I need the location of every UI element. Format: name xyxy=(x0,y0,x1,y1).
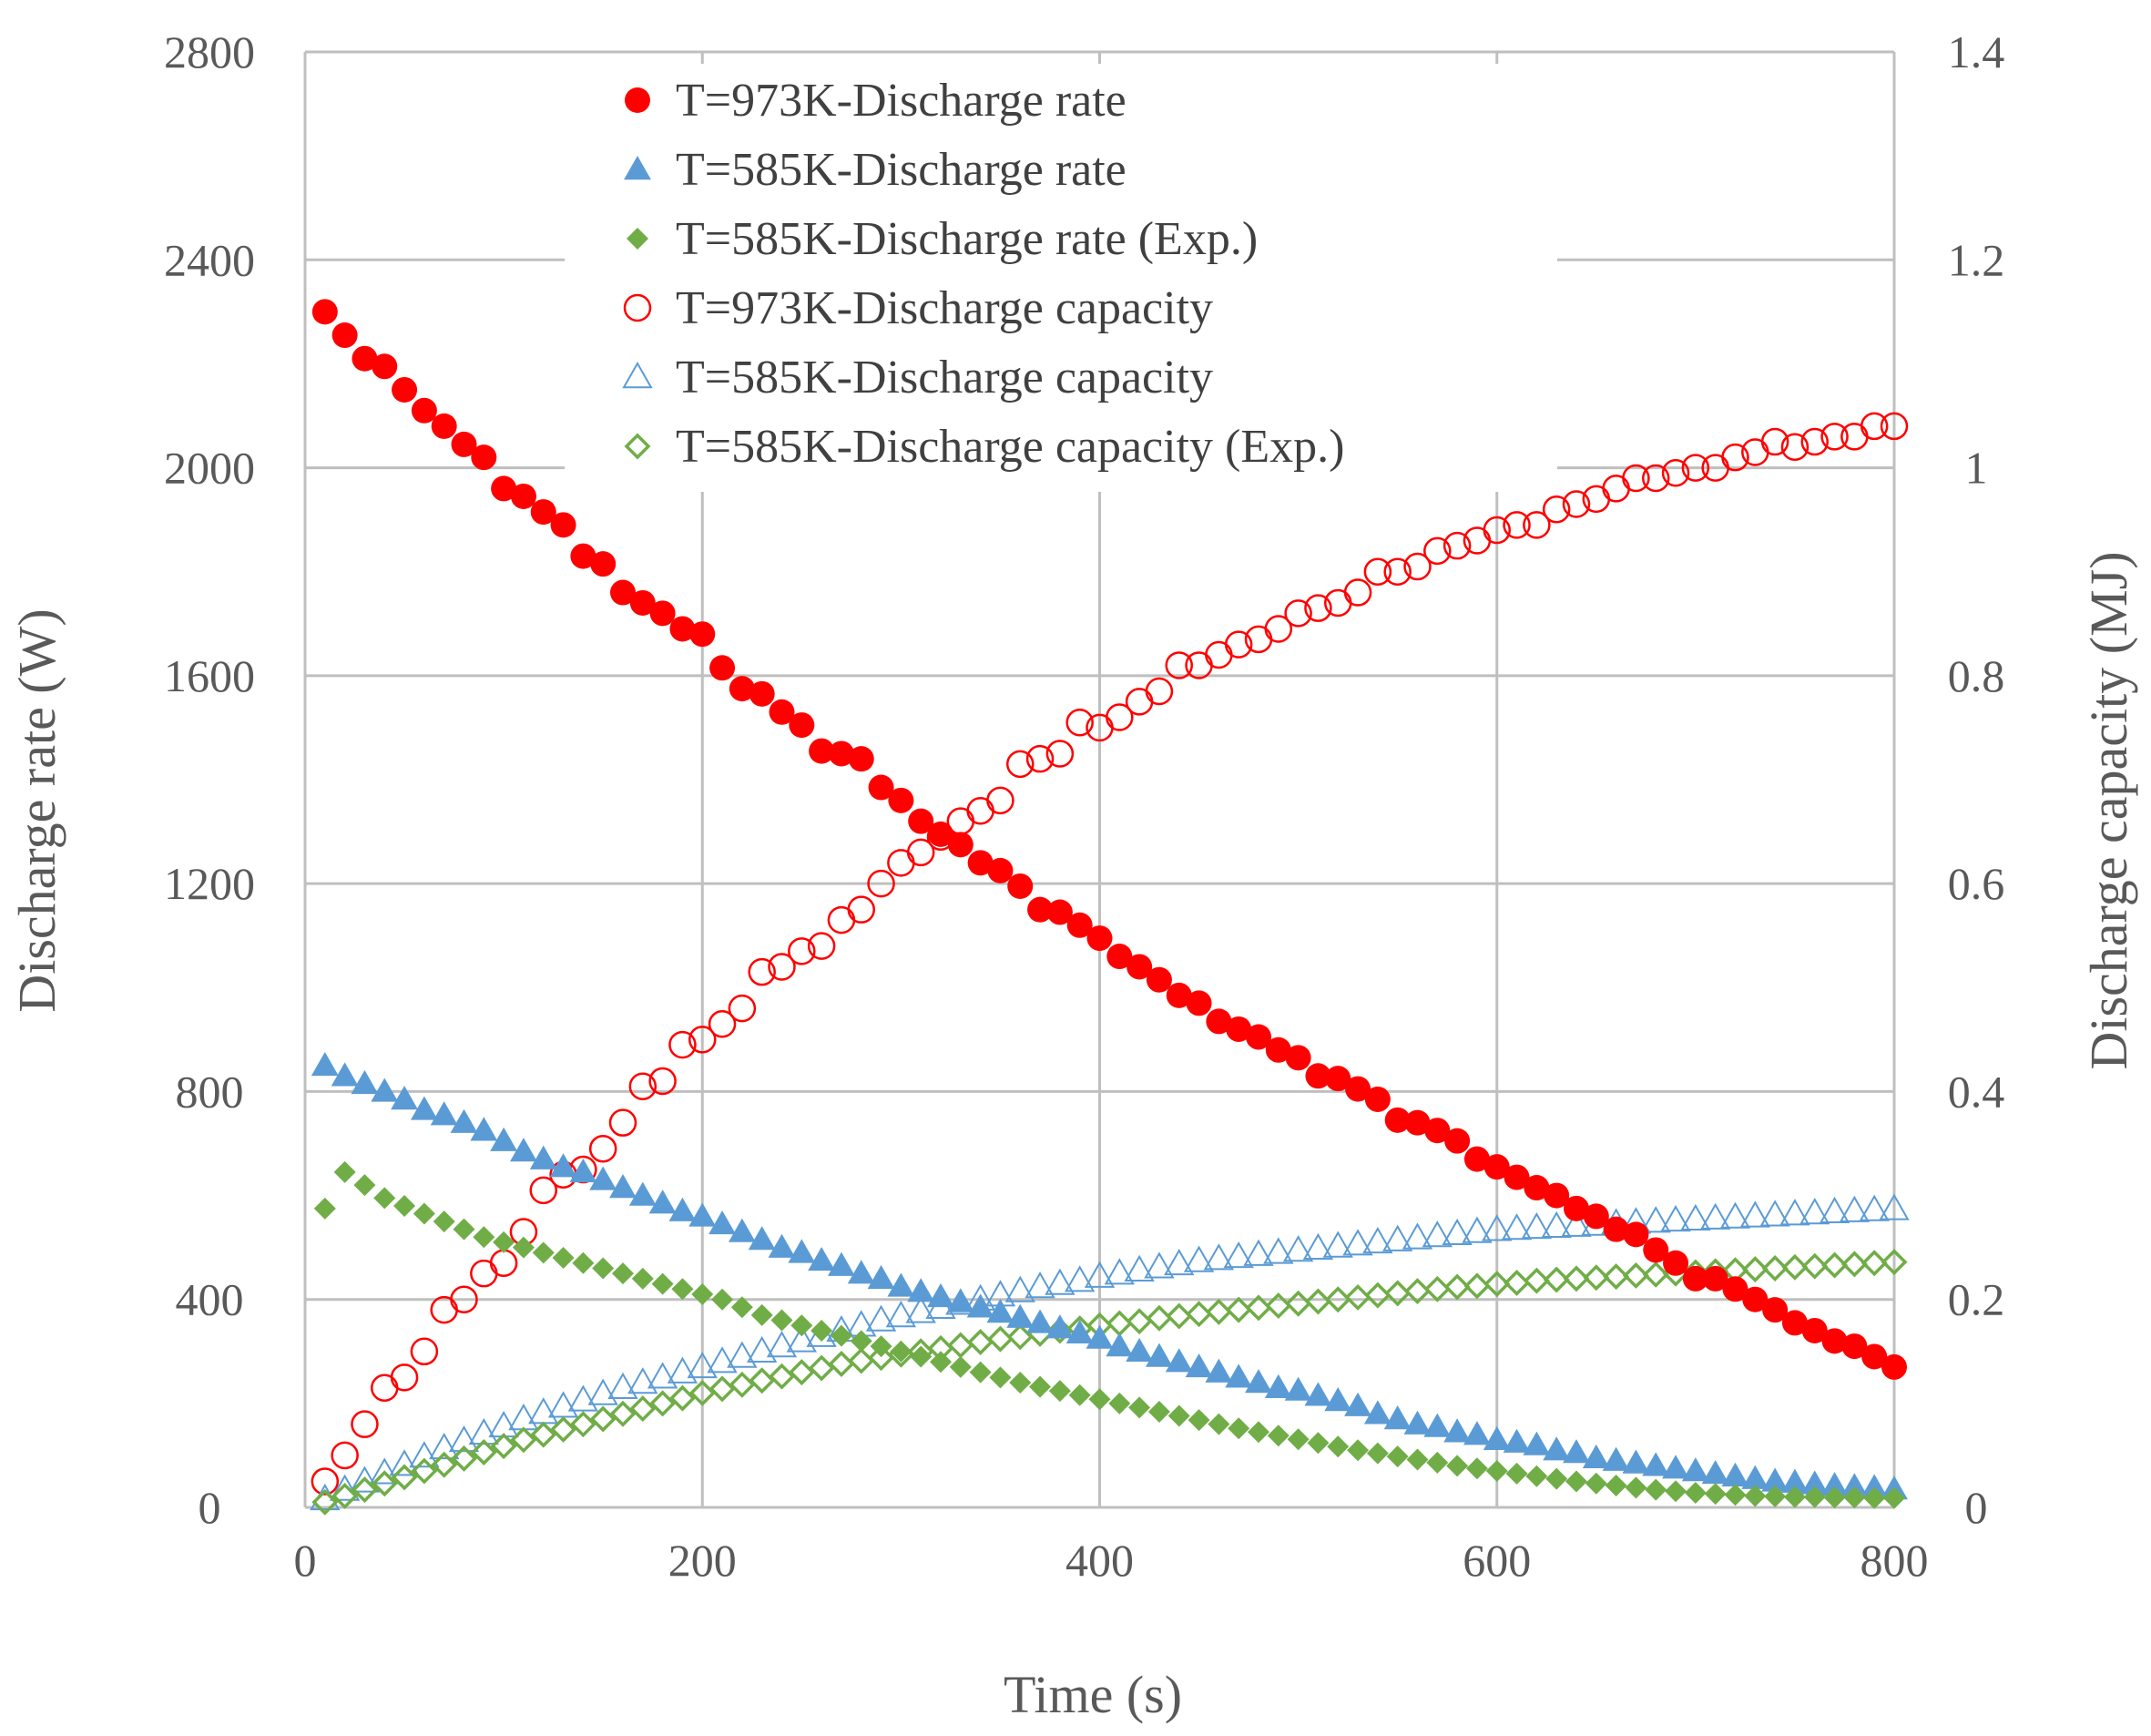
data-point xyxy=(1663,1251,1688,1276)
legend: T=973K-Discharge rate T=585K-Discharge ra… xyxy=(565,64,1557,492)
y-axis-title: Discharge rate (W) xyxy=(7,608,66,1012)
y2-tick-label: 0.2 xyxy=(1948,1274,2005,1325)
data-point xyxy=(948,832,974,857)
y-tick-label: 0 xyxy=(199,1482,221,1533)
legend-label: T=585K-Discharge capacity xyxy=(676,352,1213,403)
y2-tick-label: 1 xyxy=(1965,443,1988,494)
data-point xyxy=(1007,873,1033,899)
data-point xyxy=(1444,1128,1470,1154)
x-tick-label: 0 xyxy=(294,1535,317,1586)
x-tick-label: 400 xyxy=(1065,1535,1134,1586)
y2-tick-label: 0.6 xyxy=(1948,858,2005,909)
data-point xyxy=(888,788,913,813)
y2-tick-label: 0.8 xyxy=(1948,650,2005,701)
data-point xyxy=(392,377,417,403)
data-point xyxy=(1147,967,1172,993)
y-tick-label: 1600 xyxy=(164,650,255,701)
y-tick-label: 2400 xyxy=(164,234,255,285)
data-point xyxy=(709,655,735,680)
data-point xyxy=(1623,1221,1648,1247)
data-point xyxy=(332,322,358,348)
data-point xyxy=(749,681,775,707)
y2-tick-label: 1.2 xyxy=(1948,234,2005,285)
data-point xyxy=(849,746,874,771)
y2-tick-label: 0 xyxy=(1965,1482,1988,1533)
data-point xyxy=(432,414,457,439)
legend-marker xyxy=(625,87,650,113)
data-point xyxy=(1881,1354,1907,1380)
data-point xyxy=(1087,925,1113,951)
data-point xyxy=(650,600,676,626)
data-point xyxy=(987,858,1013,883)
data-point xyxy=(471,444,496,470)
y2-tick-label: 0.4 xyxy=(1948,1066,2005,1117)
data-point xyxy=(1286,1045,1311,1070)
data-point xyxy=(789,712,814,738)
data-point xyxy=(1365,1087,1391,1112)
chart: 04008001200160020002400280000.20.40.60.8… xyxy=(0,0,2151,1736)
legend-label: T=585K-Discharge rate xyxy=(676,144,1126,196)
data-point xyxy=(1187,990,1212,1016)
x-tick-label: 800 xyxy=(1860,1535,1929,1586)
data-point xyxy=(590,551,616,577)
y-tick-label: 2800 xyxy=(164,26,255,77)
x-tick-label: 200 xyxy=(668,1535,737,1586)
y2-axis-title: Discharge capacity (MJ) xyxy=(2079,551,2138,1069)
legend-label: T=973K-Discharge rate xyxy=(676,75,1126,127)
data-point xyxy=(551,512,576,537)
x-tick-label: 600 xyxy=(1463,1535,1531,1586)
y-tick-label: 400 xyxy=(176,1274,244,1325)
data-point xyxy=(689,621,715,647)
data-point xyxy=(412,398,437,424)
data-point xyxy=(312,299,338,324)
data-point xyxy=(511,484,536,509)
legend-label: T=973K-Discharge capacity xyxy=(676,282,1213,334)
legend-label: T=585K-Discharge capacity (Exp.) xyxy=(676,421,1344,473)
y-tick-label: 800 xyxy=(176,1066,244,1117)
x-axis-title: Time (s) xyxy=(1004,1665,1182,1724)
data-point xyxy=(372,353,397,379)
y2-tick-label: 1.4 xyxy=(1948,26,2005,77)
y-tick-label: 1200 xyxy=(164,858,255,909)
y-tick-label: 2000 xyxy=(164,443,255,494)
legend-label: T=585K-Discharge rate (Exp.) xyxy=(676,213,1258,265)
